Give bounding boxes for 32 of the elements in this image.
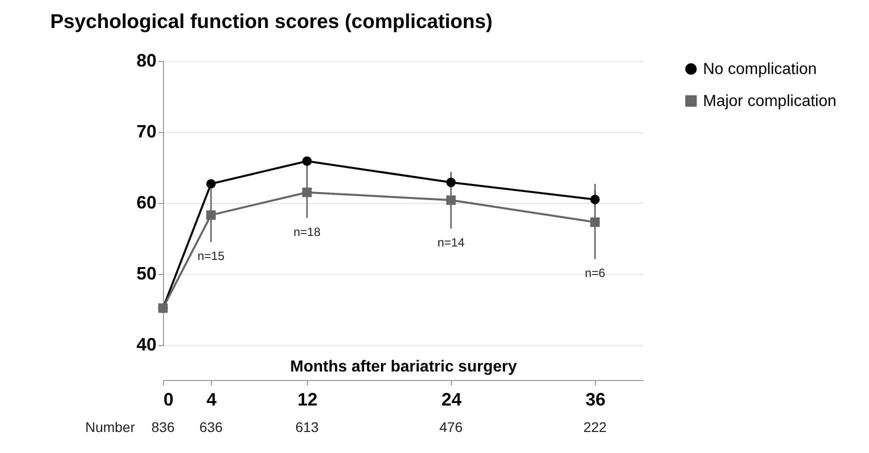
annotation: n=18 (293, 224, 321, 239)
point (590, 217, 600, 227)
chart-title: Psychological function scores (complications) (50, 11, 493, 33)
legend-label: No complication (703, 61, 817, 78)
text: 636 (199, 419, 223, 435)
y-tick-label: 60 (136, 192, 156, 212)
y-tick-label: 50 (136, 264, 156, 284)
annotation: n=15 (197, 249, 225, 264)
annotation: n=14 (437, 236, 465, 250)
text: 613 (295, 419, 319, 435)
x-tick-label: 24 (441, 390, 462, 410)
point (206, 179, 216, 189)
x-tick-label: 12 (297, 390, 318, 410)
text: 476 (439, 419, 463, 435)
legend-label: Major complication (703, 93, 836, 110)
x-axis-title: Months after bariatric surgery (290, 358, 517, 376)
x-tick-label: 0 (164, 390, 174, 410)
point (446, 195, 456, 205)
point (446, 178, 456, 188)
text: 222 (583, 419, 607, 435)
x-tick-label: 4 (206, 390, 217, 410)
annotation: n=6 (584, 266, 606, 280)
y-tick-label: 80 (136, 50, 156, 70)
y-tick-label: 70 (136, 122, 156, 142)
text: 836 (151, 419, 175, 435)
point (302, 188, 312, 198)
text: Number (85, 419, 136, 435)
y-tick-label: 40 (136, 334, 156, 354)
point (206, 210, 216, 220)
x-tick-label: 36 (585, 390, 606, 410)
point (590, 194, 600, 204)
point (302, 156, 312, 166)
